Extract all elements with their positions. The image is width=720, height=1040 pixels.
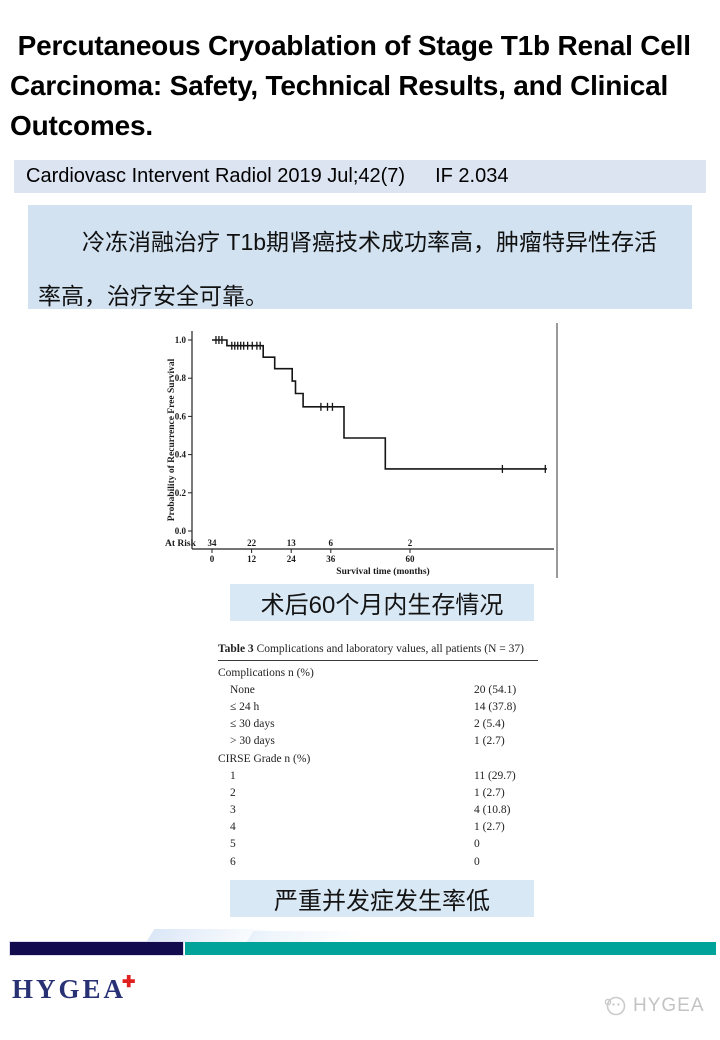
- hygea-logo: HYGEA✚: [12, 974, 139, 1005]
- y-axis-title: Probability of Recurrence Free Survival: [167, 358, 177, 521]
- summary-box: 冷冻消融治疗 T1b期肾癌技术成功率高，肿瘤特异性存活率高，治疗安全可靠。: [28, 205, 692, 309]
- table-row-label: 4: [230, 821, 236, 834]
- table-number: Table 3: [218, 643, 254, 655]
- table-row-value: 2 (5.4): [474, 718, 505, 731]
- y-tick-label: 0.4: [175, 450, 187, 460]
- y-tick-label: 0.0: [175, 526, 187, 536]
- decorative-swoosh: [246, 931, 364, 942]
- table-rule: [218, 660, 538, 661]
- at-risk-count: 34: [208, 538, 218, 548]
- complications-table: Table 3 Complications and laboratory val…: [218, 643, 538, 870]
- chart-caption-text: 术后60个月内生存情况: [260, 592, 504, 619]
- table-row-value: 4 (10.8): [474, 804, 511, 817]
- table-row-label: CIRSE Grade n (%): [218, 752, 311, 765]
- citation-bar: Cardiovasc Intervent Radiol 2019 Jul;42(…: [14, 160, 706, 193]
- watermark-text: HYGEA: [633, 995, 705, 1016]
- table-body: Complications n (%) None 20 (54.1) ≤ 24 h 14…: [218, 664, 538, 870]
- table-title-text: Complications and laboratory values, all…: [253, 643, 524, 655]
- citation-journal: Cardiovasc Intervent Radiol 2019 Jul;42(…: [26, 165, 406, 187]
- survival-curve-plot: 0.0 0.2 0.4 0.6 0.8 1.0 0 12 24 36 60 Probability o…: [165, 331, 554, 577]
- chart-caption: 术后60个月内生存情况: [230, 584, 534, 621]
- table-row-label: 2: [230, 786, 236, 799]
- y-tick-label: 0.6: [175, 411, 187, 421]
- footer-navy-bar: [9, 941, 184, 956]
- summary-text: 冷冻消融治疗 T1b期肾癌技术成功率高，肿瘤特异性存活率高，治疗安全可靠。: [38, 229, 658, 309]
- table-caption-text: 严重并发症发生率低: [274, 888, 490, 915]
- x-tick-label: 0: [210, 554, 215, 564]
- x-tick-label: 60: [406, 554, 416, 564]
- table-row: > 30 days 1 (2.7): [218, 733, 538, 750]
- table-row: 3 4 (10.8): [218, 802, 538, 819]
- x-axis-title: Survival time (months): [336, 566, 429, 577]
- kaplan-meier-chart: 0.0 0.2 0.4 0.6 0.8 1.0 0 12 24 36 60 Probability o…: [164, 323, 558, 578]
- table-row: ≤ 24 h 14 (37.8): [218, 698, 538, 715]
- impact-factor: IF 2.034: [435, 165, 509, 187]
- table-row: ≤ 30 days 2 (5.4): [218, 716, 538, 733]
- hygea-watermark-icon: [604, 996, 626, 1016]
- survival-curve: [212, 339, 547, 470]
- table-row: CIRSE Grade n (%): [218, 750, 538, 767]
- y-tick-label: 0.8: [175, 373, 187, 383]
- table-row-label: Complications n (%): [218, 666, 314, 679]
- table-row: 2 1 (2.7): [218, 784, 538, 801]
- table-row-label: > 30 days: [230, 735, 275, 748]
- table-row-value: 0: [474, 838, 480, 851]
- table-row-label: 3: [230, 804, 236, 817]
- at-risk-label: At Risk: [165, 539, 197, 549]
- table-row-value: 0: [474, 855, 480, 868]
- red-cross-icon: ✚: [122, 974, 136, 991]
- table-row-label: 5: [230, 838, 236, 851]
- x-tick-label: 36: [326, 554, 336, 564]
- table-title: Table 3 Complications and laboratory val…: [218, 643, 538, 655]
- hygea-logo-text: HYGEA: [12, 974, 127, 1004]
- at-risk-count: 13: [287, 538, 297, 548]
- table-row: 4 1 (2.7): [218, 819, 538, 836]
- footer-teal-bar: [185, 942, 716, 955]
- table-row-value: 14 (37.8): [474, 700, 517, 713]
- table-caption: 严重并发症发生率低: [230, 880, 534, 917]
- slide-title: Percutaneous Cryoablation of Stage T1b R…: [10, 30, 699, 141]
- watermark: HYGEA: [603, 994, 705, 1018]
- at-risk-count: 6: [329, 538, 334, 548]
- table-row-label: 6: [230, 855, 236, 868]
- x-tick-label: 24: [287, 554, 297, 564]
- x-tick-label: 12: [247, 554, 257, 564]
- at-risk-count: 2: [408, 538, 413, 548]
- table-row-value: 11 (29.7): [474, 769, 516, 782]
- at-risk-count: 22: [247, 538, 257, 548]
- table-row-value: 20 (54.1): [474, 683, 517, 696]
- table-row: Complications n (%): [218, 664, 538, 681]
- table-row: None 20 (54.1): [218, 681, 538, 698]
- table-row-label: ≤ 24 h: [230, 700, 260, 713]
- table-row-value: 1 (2.7): [474, 786, 505, 799]
- table-row-value: 1 (2.7): [474, 735, 505, 748]
- y-tick-label: 0.2: [175, 488, 187, 498]
- table-row-value: 1 (2.7): [474, 821, 505, 834]
- table-row: 1 11 (29.7): [218, 767, 538, 784]
- table-row-label: None: [230, 683, 255, 696]
- y-tick-label: 1.0: [175, 335, 187, 345]
- table-row-label: ≤ 30 days: [230, 718, 275, 731]
- table-row-label: 1: [230, 769, 236, 782]
